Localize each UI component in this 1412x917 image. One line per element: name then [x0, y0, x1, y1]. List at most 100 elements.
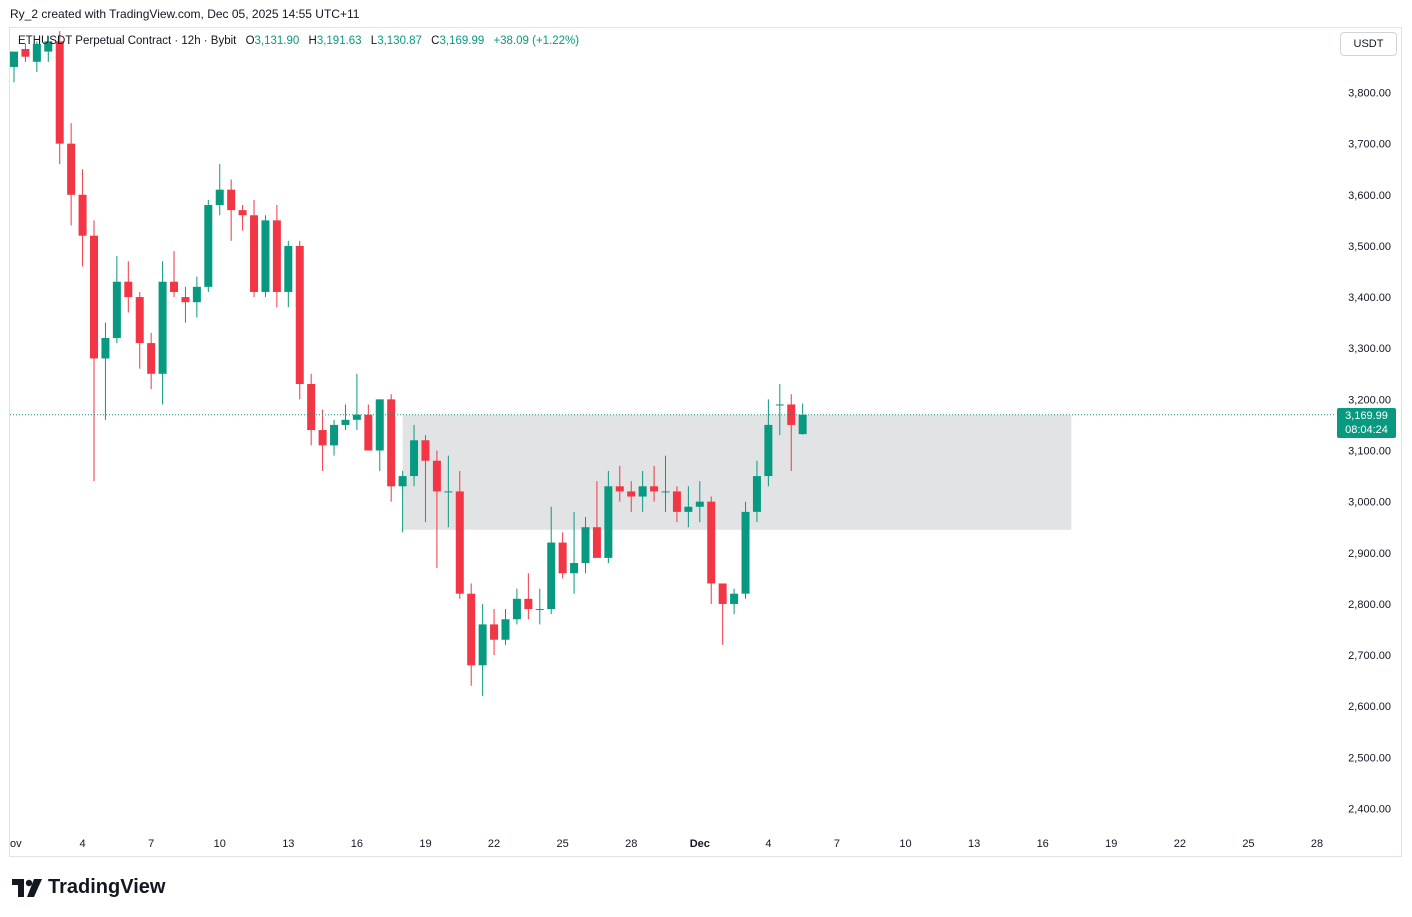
candle[interactable]: [672, 486, 681, 523]
candle-body: [21, 49, 30, 57]
candle[interactable]: [512, 588, 521, 625]
candle[interactable]: [707, 496, 716, 604]
candle-body: [421, 440, 430, 461]
candle[interactable]: [295, 240, 304, 400]
candle[interactable]: [101, 322, 110, 420]
candle[interactable]: [798, 403, 807, 435]
candle[interactable]: [124, 261, 133, 313]
candle[interactable]: [364, 404, 373, 451]
candle[interactable]: [341, 404, 350, 431]
candle-body: [398, 476, 407, 487]
candle[interactable]: [398, 470, 407, 533]
candle[interactable]: [90, 220, 99, 482]
currency-unit-button[interactable]: USDT: [1340, 32, 1397, 56]
candle[interactable]: [272, 205, 281, 308]
last-price-tag: 3,169.99 08:04:24: [1337, 408, 1396, 438]
candle[interactable]: [10, 51, 18, 83]
candle[interactable]: [444, 455, 453, 528]
candle-body: [741, 511, 750, 594]
candle[interactable]: [467, 583, 476, 686]
candle-body: [32, 43, 41, 62]
candle[interactable]: [78, 169, 87, 267]
candle[interactable]: [170, 251, 179, 298]
candle[interactable]: [32, 41, 41, 73]
chart-frame[interactable]: [9, 27, 1402, 857]
candle[interactable]: [752, 460, 761, 523]
candle[interactable]: [684, 486, 693, 528]
x-tick-label: 4: [80, 838, 86, 850]
candle[interactable]: [410, 424, 419, 487]
candle-body: [798, 414, 807, 435]
candle[interactable]: [421, 435, 430, 523]
candle-body: [181, 297, 190, 303]
y-tick-label: 2,600.00: [1348, 701, 1391, 713]
candle-body: [764, 424, 773, 477]
candle[interactable]: [238, 205, 247, 231]
candle-body: [467, 593, 476, 666]
candle[interactable]: [535, 588, 544, 625]
candle[interactable]: [741, 501, 750, 599]
x-tick-label: 28: [1311, 838, 1323, 850]
candle[interactable]: [718, 583, 727, 645]
candle[interactable]: [650, 465, 659, 502]
candle[interactable]: [330, 419, 339, 456]
candle[interactable]: [67, 123, 76, 226]
candle[interactable]: [352, 373, 361, 431]
candle[interactable]: [284, 240, 293, 308]
candle[interactable]: [250, 199, 259, 298]
candle[interactable]: [44, 36, 53, 62]
candle[interactable]: [387, 394, 396, 502]
candle[interactable]: [192, 276, 201, 318]
candle[interactable]: [135, 291, 144, 369]
candle[interactable]: [227, 179, 236, 241]
candle[interactable]: [524, 573, 533, 620]
candle-body: [307, 384, 316, 431]
candle[interactable]: [21, 43, 30, 62]
low-value: 3,130.87: [377, 35, 422, 47]
candle[interactable]: [261, 215, 270, 298]
candle[interactable]: [55, 31, 64, 165]
candle[interactable]: [158, 261, 167, 405]
candle[interactable]: [181, 286, 190, 323]
candle[interactable]: [455, 470, 464, 599]
candle[interactable]: [501, 609, 510, 645]
x-tick-label: 25: [1242, 838, 1254, 850]
last-price-value: 3,169.99: [1345, 410, 1388, 422]
candle[interactable]: [558, 532, 567, 579]
x-tick-label: ov: [10, 838, 22, 850]
candle[interactable]: [730, 588, 739, 615]
candle[interactable]: [307, 373, 316, 446]
candle[interactable]: [775, 384, 784, 436]
candle-body: [124, 281, 133, 298]
candle[interactable]: [638, 470, 647, 512]
candle[interactable]: [204, 199, 213, 292]
candle[interactable]: [570, 511, 579, 594]
candle[interactable]: [627, 481, 636, 512]
candle[interactable]: [147, 332, 156, 390]
x-tick-label: 4: [765, 838, 771, 850]
candle[interactable]: [215, 164, 224, 216]
candle[interactable]: [604, 470, 613, 564]
candle[interactable]: [764, 399, 773, 487]
open-label: O: [245, 35, 255, 47]
support-zone-rect[interactable]: [402, 414, 1072, 530]
candle[interactable]: [547, 506, 556, 615]
symbol-label[interactable]: ETHUSDT Perpetual Contract · 12h · Bybit: [18, 35, 237, 47]
candle-body: [192, 286, 201, 303]
candle-body: [147, 343, 156, 374]
candle[interactable]: [490, 609, 499, 656]
high-label: H: [308, 35, 317, 47]
candle[interactable]: [318, 409, 327, 471]
candle[interactable]: [695, 481, 704, 523]
candle[interactable]: [661, 455, 670, 512]
candle[interactable]: [615, 465, 624, 502]
tradingview-logo[interactable]: TradingView: [12, 876, 165, 899]
candle[interactable]: [592, 481, 601, 558]
candle[interactable]: [787, 394, 796, 471]
candle[interactable]: [478, 603, 487, 696]
candle[interactable]: [581, 516, 590, 574]
candle[interactable]: [112, 256, 121, 344]
candle[interactable]: [432, 450, 441, 569]
candle[interactable]: [375, 399, 384, 471]
